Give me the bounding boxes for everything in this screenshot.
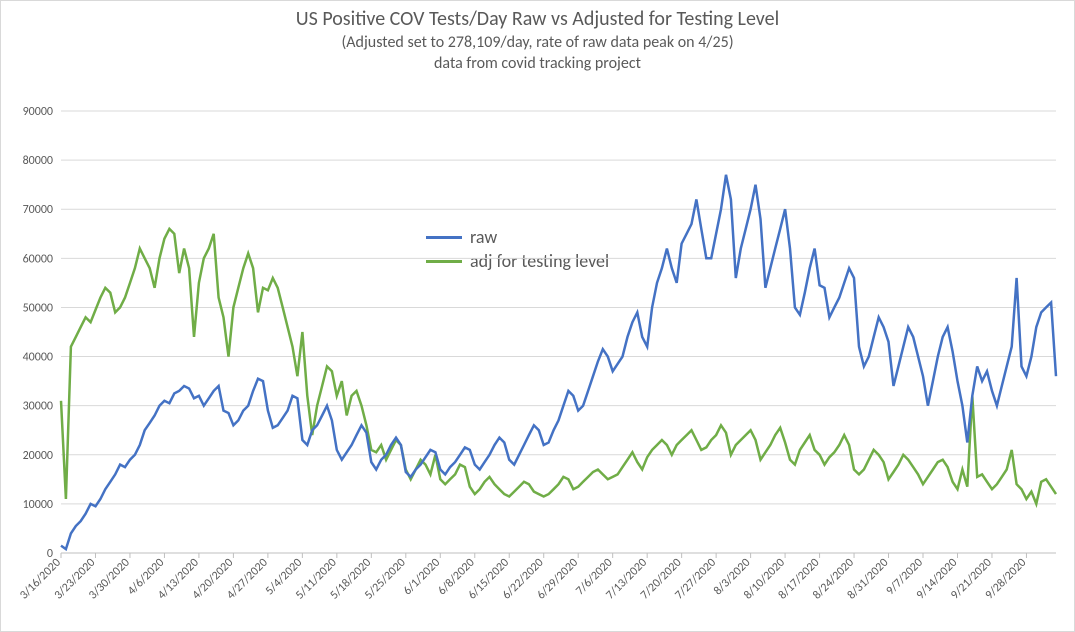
x-tick-label: 6/1/2020 bbox=[401, 556, 443, 598]
y-tick-label: 80000 bbox=[23, 154, 53, 168]
y-tick-label: 40000 bbox=[23, 351, 53, 365]
series-raw bbox=[61, 175, 1056, 549]
y-tick-label: 20000 bbox=[23, 449, 53, 463]
y-tick-label: 30000 bbox=[23, 400, 53, 414]
chart-container: US Positive COV Tests/Day Raw vs Adjuste… bbox=[0, 0, 1075, 632]
y-tick-label: 70000 bbox=[23, 203, 53, 217]
y-tick-label: 10000 bbox=[23, 498, 53, 512]
series-adj bbox=[61, 229, 1056, 504]
y-tick-label: 50000 bbox=[23, 301, 53, 315]
y-tick-label: 90000 bbox=[23, 105, 53, 119]
y-tick-label: 60000 bbox=[23, 252, 53, 266]
plot-area: 0100002000030000400005000060000700008000… bbox=[1, 1, 1075, 632]
